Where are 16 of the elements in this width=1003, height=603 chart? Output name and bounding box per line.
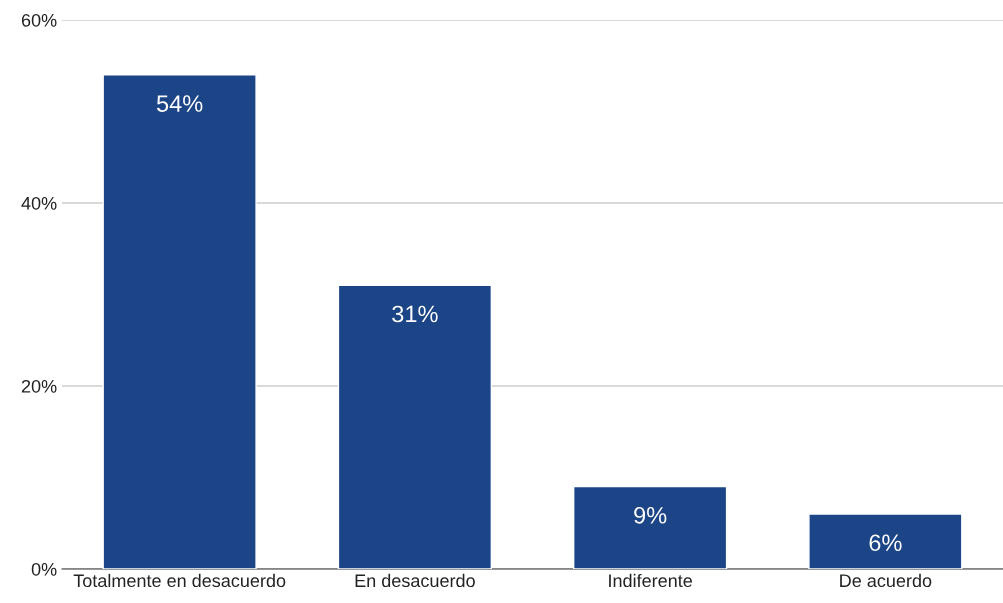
data-label: 31% bbox=[392, 305, 438, 323]
bar bbox=[572, 485, 728, 569]
data-label: 6% bbox=[869, 534, 902, 552]
x-tick-label: En desacuerdo bbox=[355, 573, 475, 588]
data-label: 9% bbox=[634, 506, 667, 524]
bar bbox=[337, 284, 493, 569]
y-tick-label: 40% bbox=[21, 196, 57, 210]
y-tick-label: 60% bbox=[21, 13, 57, 27]
bar bbox=[808, 513, 963, 569]
x-tick-label: De acuerdo bbox=[840, 573, 932, 588]
bar bbox=[102, 74, 257, 569]
y-tick-label: 20% bbox=[21, 379, 57, 393]
x-tick-label: Indiferente bbox=[609, 573, 692, 588]
x-tick-label: Totalmente en desacuerdo bbox=[73, 573, 286, 588]
data-label: 54% bbox=[156, 95, 203, 112]
y-tick-label: 0% bbox=[31, 562, 57, 576]
